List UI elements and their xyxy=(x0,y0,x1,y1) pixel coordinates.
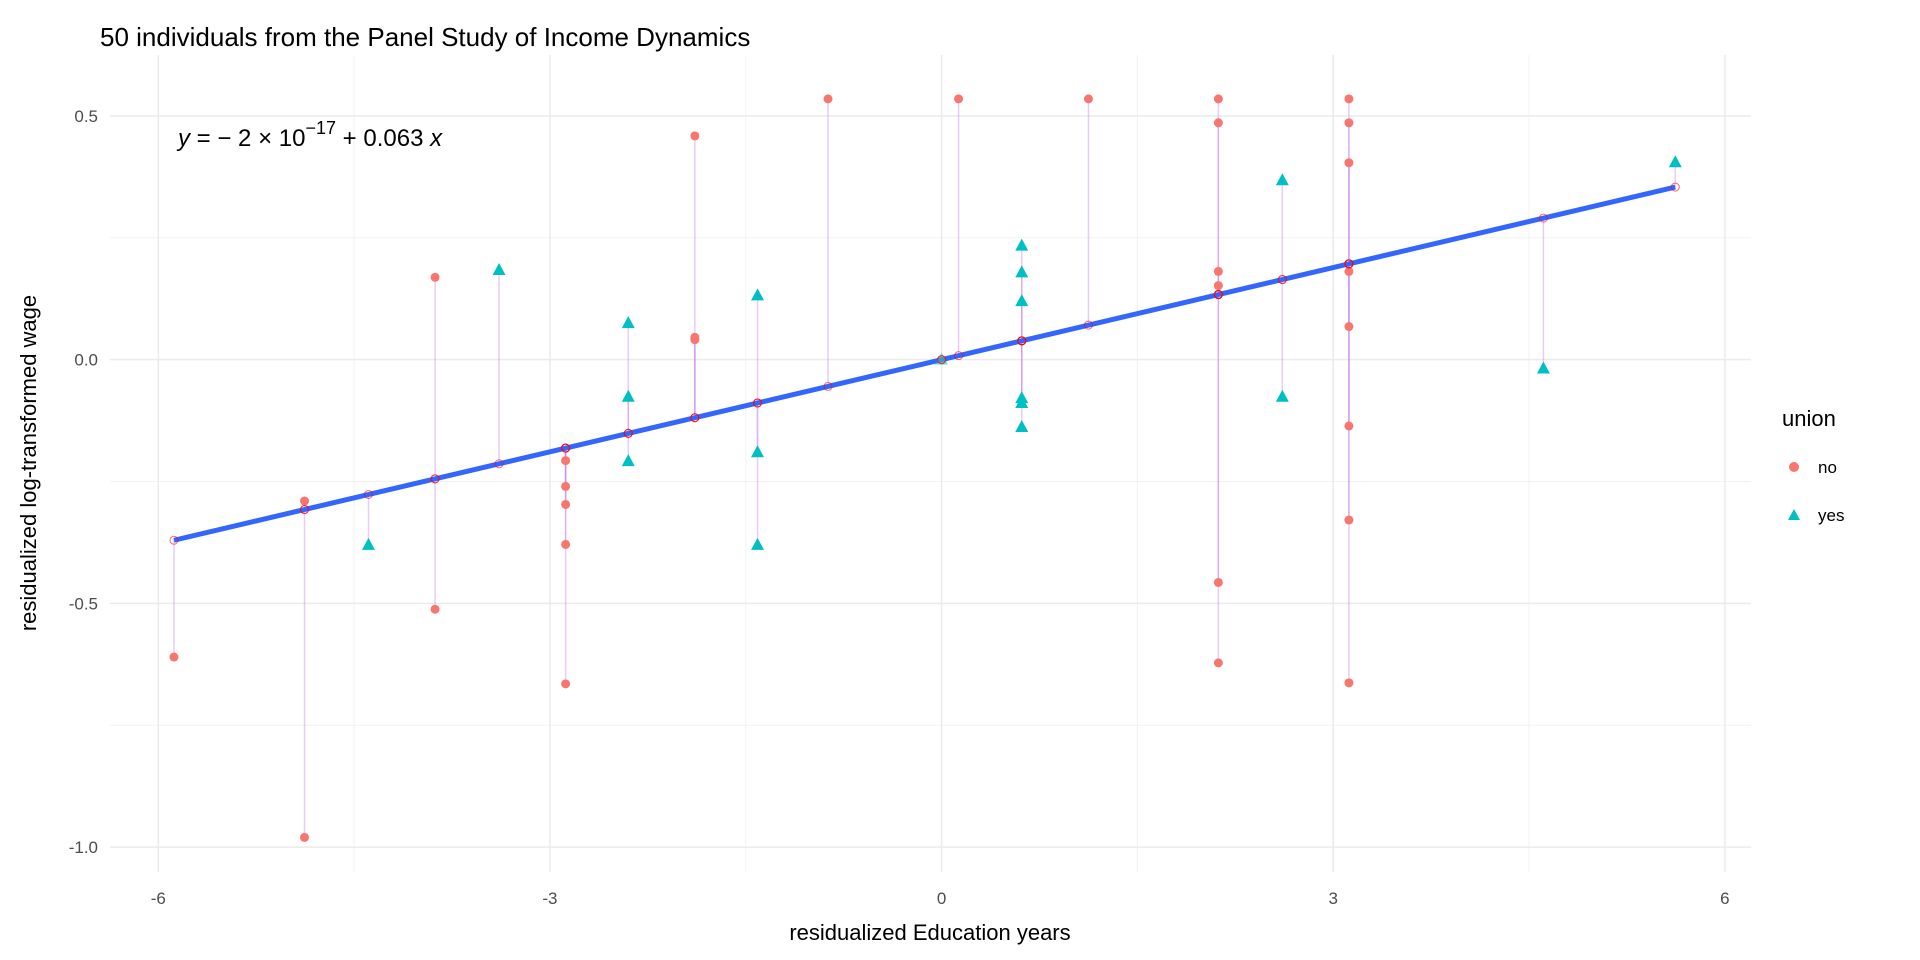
point-no xyxy=(169,652,179,662)
x-tick-label: -3 xyxy=(542,889,557,908)
fitted-point xyxy=(430,474,440,484)
point-no xyxy=(954,94,964,104)
point-yes xyxy=(1275,389,1289,402)
point-no xyxy=(1344,322,1354,332)
y-axis-title: residualized log-transformed wage xyxy=(16,295,41,631)
legend-title: union xyxy=(1782,406,1836,431)
point-yes xyxy=(1015,419,1029,432)
point-no xyxy=(1213,577,1223,587)
fitted-point xyxy=(300,505,310,515)
x-tick-label: -6 xyxy=(151,889,166,908)
fitted-point xyxy=(1538,213,1548,223)
data-points xyxy=(169,94,1682,842)
y-tick-label: 0.0 xyxy=(74,351,98,370)
point-yes xyxy=(751,537,765,550)
fitted-point xyxy=(954,351,964,361)
point-no xyxy=(561,499,571,509)
fitted-point xyxy=(1083,320,1093,330)
point-yes xyxy=(621,454,635,467)
fitted-point xyxy=(561,443,571,453)
x-tick-label: 3 xyxy=(1329,889,1338,908)
point-no xyxy=(1213,281,1223,291)
eq-intercept-exp: −17 xyxy=(305,118,336,138)
x-axis-title: residualized Education years xyxy=(789,920,1070,945)
eq-lhs: y xyxy=(176,125,192,152)
fitted-point xyxy=(937,355,947,365)
legend-label-yes: yes xyxy=(1818,506,1844,525)
point-yes xyxy=(1536,361,1550,374)
fitted-point xyxy=(753,398,763,408)
fitted-point xyxy=(623,428,633,438)
point-yes xyxy=(1275,173,1289,186)
fitted-point xyxy=(169,535,179,545)
point-no xyxy=(561,481,571,491)
fitted-point xyxy=(1017,336,1027,346)
point-no xyxy=(561,456,571,466)
point-no xyxy=(1213,658,1223,668)
x-tick-label: 0 xyxy=(937,889,946,908)
eq-slope: 0.063 xyxy=(363,125,423,152)
fitted-point xyxy=(1213,290,1223,300)
point-no xyxy=(1213,94,1223,104)
legend: union no yes xyxy=(1782,406,1844,525)
regression-equation: y = − 2 × 10−17 + 0.063 x xyxy=(176,118,443,152)
fitted-point xyxy=(823,381,833,391)
point-yes xyxy=(1015,294,1029,307)
point-no xyxy=(1213,118,1223,128)
fitted-point xyxy=(494,459,504,469)
point-no xyxy=(300,496,310,506)
point-no xyxy=(690,335,700,345)
point-no xyxy=(1344,678,1354,688)
point-no xyxy=(1344,94,1354,104)
fit-line xyxy=(173,184,1676,543)
residual-segments xyxy=(173,98,1677,838)
point-yes xyxy=(751,288,765,301)
point-no xyxy=(561,539,571,549)
point-no xyxy=(430,272,440,282)
point-no xyxy=(1344,266,1354,276)
fitted-point xyxy=(690,413,700,423)
eq-var: x xyxy=(429,125,443,152)
point-no xyxy=(1344,515,1354,525)
point-no xyxy=(1213,266,1223,276)
legend-no-marker xyxy=(1789,462,1799,472)
point-yes xyxy=(492,262,506,275)
point-no xyxy=(561,679,571,689)
point-yes xyxy=(1015,238,1029,251)
grid xyxy=(110,55,1751,872)
legend-yes-marker xyxy=(1788,509,1800,520)
y-tick-label: 0.5 xyxy=(74,107,98,126)
point-yes xyxy=(1015,265,1029,278)
point-no xyxy=(1344,158,1354,168)
point-no xyxy=(823,94,833,104)
point-no xyxy=(300,832,310,842)
point-no xyxy=(1344,118,1354,128)
chart-title: 50 individuals from the Panel Study of I… xyxy=(100,22,750,52)
fitted-point xyxy=(1277,275,1287,285)
point-yes xyxy=(751,445,765,458)
axis-ticks: -6 -3 0 3 6 0.5 0.0 -0.5 -1.0 xyxy=(69,107,1730,908)
fitted-point xyxy=(1670,182,1680,192)
point-yes xyxy=(1668,155,1682,168)
point-yes xyxy=(621,316,635,329)
x-tick-label: 6 xyxy=(1720,889,1729,908)
point-no xyxy=(1083,94,1093,104)
y-tick-label: -0.5 xyxy=(69,594,98,613)
point-no xyxy=(1344,421,1354,431)
point-no xyxy=(430,604,440,614)
y-tick-label: -1.0 xyxy=(69,838,98,857)
point-yes xyxy=(621,389,635,402)
legend-label-no: no xyxy=(1818,458,1837,477)
point-yes xyxy=(1015,396,1029,409)
fit-line-group xyxy=(173,184,1676,543)
eq-intercept-mantissa: 2 xyxy=(238,125,251,152)
point-no xyxy=(690,131,700,141)
fitted-point xyxy=(1344,259,1354,269)
fitted-point xyxy=(363,489,373,499)
point-yes xyxy=(361,537,375,550)
